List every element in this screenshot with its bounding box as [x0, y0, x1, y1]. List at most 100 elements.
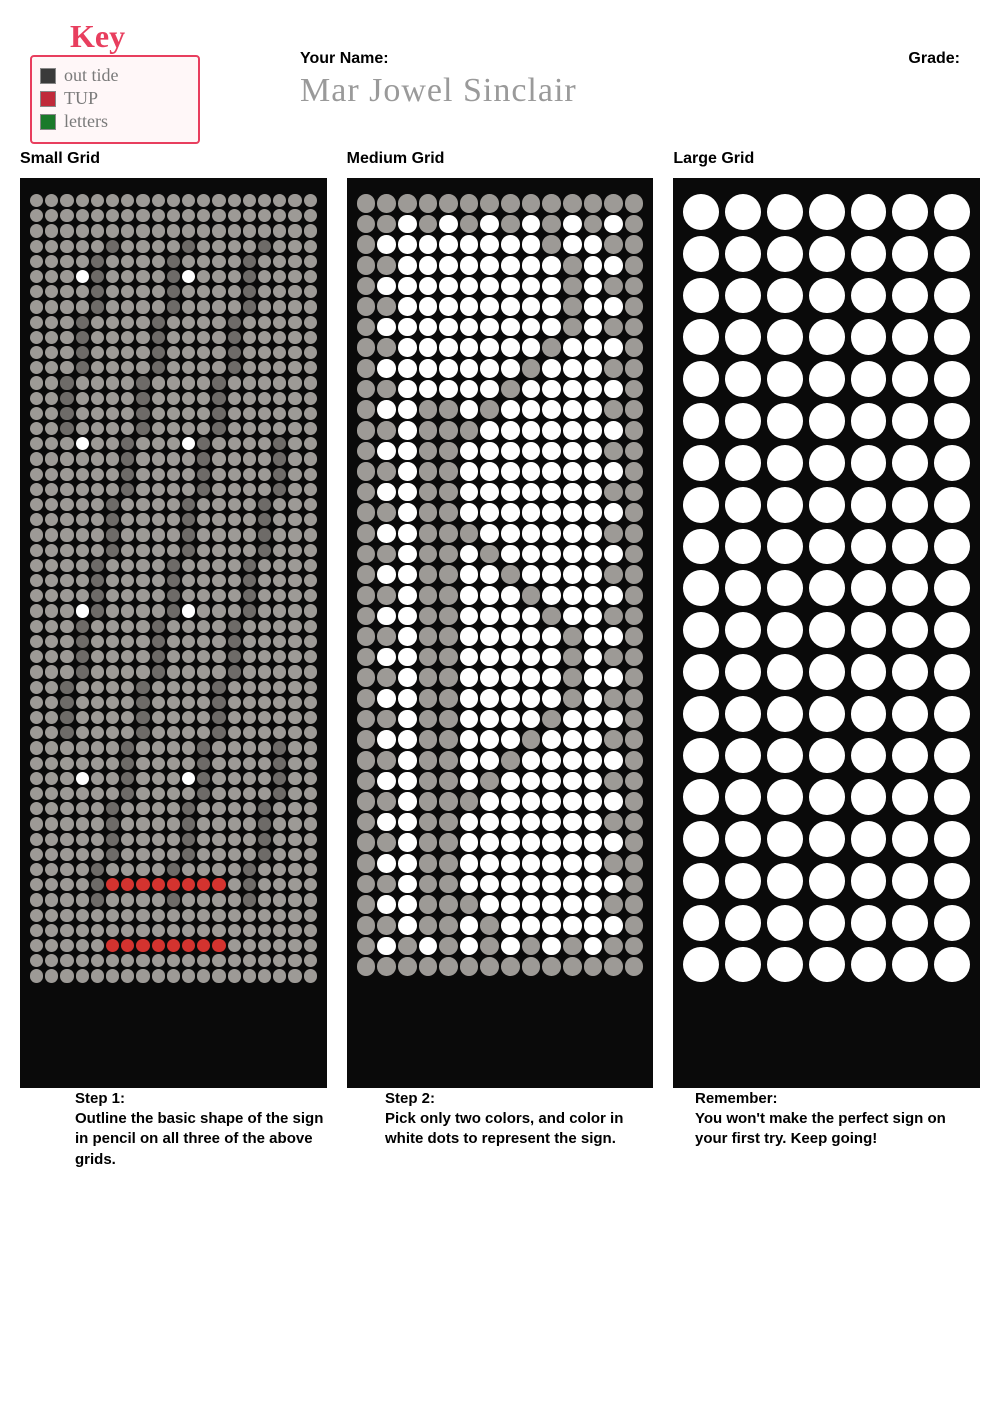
dot: [182, 772, 195, 785]
dot: [563, 318, 582, 337]
dot: [106, 209, 119, 222]
dot: [30, 665, 43, 678]
dot: [273, 361, 286, 374]
dot: [584, 772, 603, 791]
dot: [683, 487, 719, 523]
dot: [501, 607, 520, 626]
dot: [60, 316, 73, 329]
dot: [357, 565, 376, 584]
dot: [106, 924, 119, 937]
dot: [563, 503, 582, 522]
dot: [357, 813, 376, 832]
dot: [106, 817, 119, 830]
dot: [258, 437, 271, 450]
dot: [136, 316, 149, 329]
dot: [439, 586, 458, 605]
dot: [212, 817, 225, 830]
dot: [121, 681, 134, 694]
dot: [76, 635, 89, 648]
dot: [501, 297, 520, 316]
dot: [273, 392, 286, 405]
dot: [243, 361, 256, 374]
dot: [212, 452, 225, 465]
dot: [182, 757, 195, 770]
dot: [212, 316, 225, 329]
dot: [121, 696, 134, 709]
dot: [398, 772, 417, 791]
dot: [288, 452, 301, 465]
dot: [76, 757, 89, 770]
dot: [106, 711, 119, 724]
dot: [809, 194, 845, 230]
dot: [584, 957, 603, 976]
dot: [377, 937, 396, 956]
dot: [439, 442, 458, 461]
dot: [604, 668, 623, 687]
dot: [480, 710, 499, 729]
dot: [725, 612, 761, 648]
dot: [212, 240, 225, 253]
dot: [934, 905, 970, 941]
dot: [288, 863, 301, 876]
dot: [357, 483, 376, 502]
dot: [273, 452, 286, 465]
dot: [243, 893, 256, 906]
dot: [91, 285, 104, 298]
dot: [76, 376, 89, 389]
dot: [304, 604, 317, 617]
dot: [91, 711, 104, 724]
dot: [288, 346, 301, 359]
dot: [76, 270, 89, 283]
dot: [419, 813, 438, 832]
dot: [625, 751, 644, 770]
dot: [501, 421, 520, 440]
dot: [273, 224, 286, 237]
dot: [480, 668, 499, 687]
dot: [45, 255, 58, 268]
dot: [30, 757, 43, 770]
dot: [136, 969, 149, 982]
dot: [809, 821, 845, 857]
dot: [30, 498, 43, 511]
dot: [851, 236, 887, 272]
dot: [106, 757, 119, 770]
dot: [45, 620, 58, 633]
dot: [30, 620, 43, 633]
dot: [584, 854, 603, 873]
dot: [243, 802, 256, 815]
dot: [273, 969, 286, 982]
dot: [243, 483, 256, 496]
dot: [258, 604, 271, 617]
dot: [501, 235, 520, 254]
dot: [604, 215, 623, 234]
dot: [45, 696, 58, 709]
dot: [584, 607, 603, 626]
dot: [522, 937, 541, 956]
dot: [439, 400, 458, 419]
dot: [273, 893, 286, 906]
dot: [228, 422, 241, 435]
dot: [228, 969, 241, 982]
dot: [460, 813, 479, 832]
small-grid-title: Small Grid: [20, 150, 327, 168]
dot: [152, 787, 165, 800]
dot: [121, 787, 134, 800]
dot: [460, 256, 479, 275]
dot: [273, 681, 286, 694]
dot: [377, 730, 396, 749]
dot: [419, 442, 438, 461]
dot: [30, 255, 43, 268]
dot: [91, 468, 104, 481]
dot: [439, 730, 458, 749]
dot: [182, 787, 195, 800]
dot: [625, 957, 644, 976]
dot: [767, 194, 803, 230]
dot: [152, 498, 165, 511]
dot: [60, 422, 73, 435]
dot: [288, 331, 301, 344]
dot: [460, 710, 479, 729]
dot: [45, 361, 58, 374]
dot: [273, 240, 286, 253]
dot: [377, 380, 396, 399]
dot: [243, 681, 256, 694]
